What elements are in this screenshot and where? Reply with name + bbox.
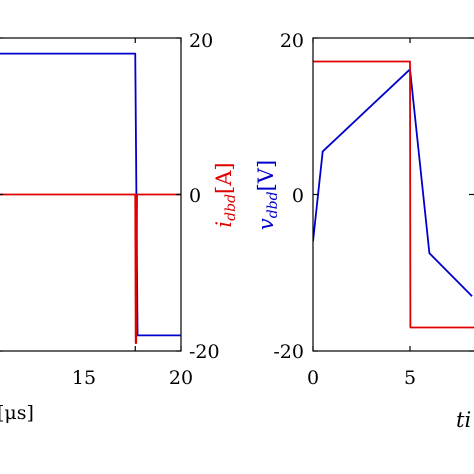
right-ytick-label-mid: 0	[292, 185, 304, 207]
left-ytick-label-mid: 0	[189, 185, 201, 207]
right-series-line-0	[313, 68, 473, 297]
left-xtick-label-15: 15	[72, 367, 96, 389]
right-chart: 20 0 -20 0 5 ti vdbd[V]	[254, 30, 474, 432]
left-tick-marks	[0, 37, 182, 352]
right-xtick-label-5: 5	[404, 367, 416, 389]
left-ytick-label-bottom: -20	[189, 341, 220, 363]
left-chart: 20 0 -20 15 20 [μs] idbd[A]	[0, 30, 239, 424]
right-xtick-label-0: 0	[307, 367, 319, 389]
left-series-line-1	[0, 193, 181, 345]
right-yaxis-label: vdbd[V]	[254, 160, 281, 230]
left-yaxis-label: idbd[A]	[212, 162, 239, 227]
right-ytick-label-top: 20	[280, 30, 304, 52]
left-ytick-label-top: 20	[189, 30, 213, 52]
right-series-line-1	[313, 60, 474, 329]
right-tick-marks	[312, 37, 474, 352]
left-xaxis-label: [μs]	[0, 402, 34, 424]
right-xaxis-label: ti	[456, 408, 471, 432]
left-xtick-label-20: 20	[169, 367, 193, 389]
left-plot-lines	[0, 52, 181, 345]
right-plot-lines	[313, 60, 474, 329]
right-ytick-label-bottom: -20	[273, 341, 304, 363]
